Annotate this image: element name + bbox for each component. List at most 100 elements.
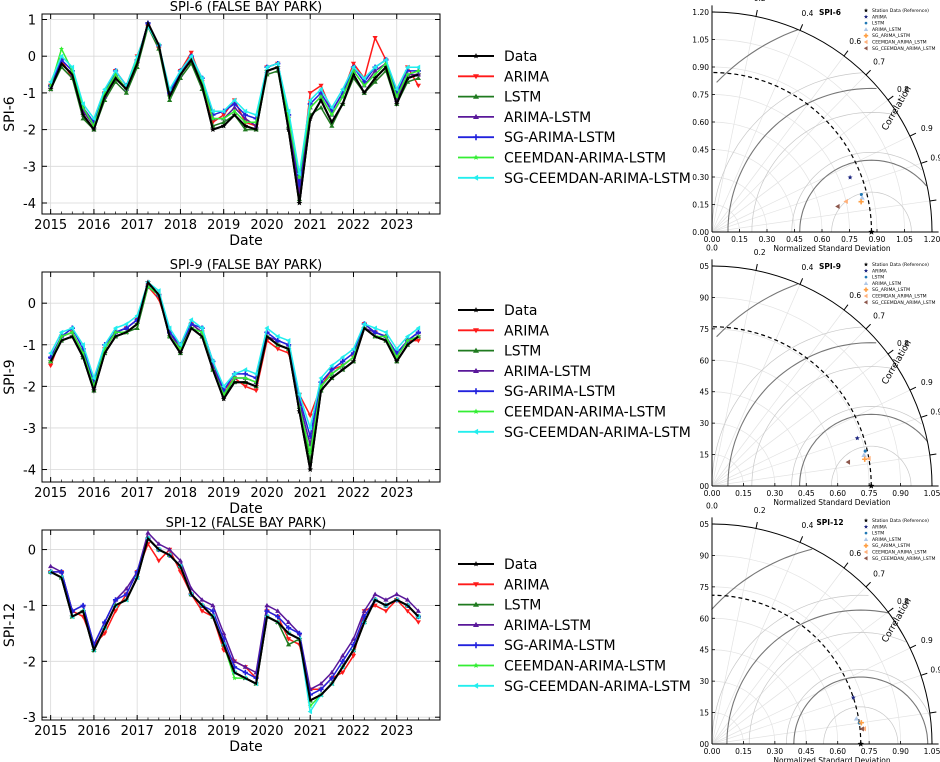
x-tick-label: 0.45 <box>798 747 815 756</box>
chart-title: SPI-12 (FALSE BAY PARK) <box>166 516 327 531</box>
data-point <box>91 123 97 128</box>
corr-tick-label: 0.6 <box>849 37 861 46</box>
corr-tick <box>929 199 937 202</box>
data-point <box>113 72 118 77</box>
legend-label: LSTM <box>504 90 541 106</box>
corr-tick-label: 0.4 <box>802 9 814 18</box>
data-point <box>307 91 313 96</box>
corr-tick-label: 0.2 <box>754 0 766 3</box>
y-tick-label: 05 <box>699 520 709 529</box>
data-point <box>253 388 259 394</box>
taylor-point <box>863 449 867 453</box>
legend-label: LSTM <box>504 598 541 614</box>
corr-tick-label: 0.2 <box>754 506 766 515</box>
data-point <box>58 329 64 335</box>
legend-label: ARIMA <box>504 69 550 85</box>
corr-grid-ray <box>711 586 867 745</box>
corr-tick-label: 0.4 <box>802 521 814 530</box>
data-point <box>80 350 86 356</box>
data-point <box>91 383 97 389</box>
corr-grid-ray <box>711 454 930 487</box>
data-point <box>415 325 421 331</box>
corr-tick <box>887 607 894 613</box>
data-point <box>340 94 346 99</box>
rmsd-arc <box>711 548 813 610</box>
legend-label: SG-CEEMDAN-ARIMA-LSTM <box>504 171 691 187</box>
data-point <box>286 116 292 121</box>
y-tick-label: -1 <box>23 339 36 354</box>
data-point <box>231 97 237 103</box>
y-tick-label: 30 <box>699 677 709 686</box>
legend-label: SG-ARIMA-LSTM <box>504 384 616 400</box>
std-grid-arc <box>711 121 823 233</box>
corr-tick <box>865 581 871 588</box>
legend-swatch-marker <box>473 328 479 334</box>
y-tick-label: 1.05 <box>692 36 709 45</box>
x-tick-label: 2016 <box>77 486 110 501</box>
data-point <box>264 608 270 614</box>
legend-label: CEEMDAN-ARIMA-LSTM <box>504 151 666 167</box>
y-tick-label: 90 <box>699 551 709 560</box>
rmsd-contour <box>711 594 869 745</box>
x-tick-label: 1.05 <box>896 235 913 244</box>
data-point <box>264 325 269 331</box>
data-point <box>242 112 248 118</box>
data-point <box>383 57 388 63</box>
spi-timeseries-panel: 2015 2016 2017 2018 2019 2020 2021 2022 2023 0 -1 -… <box>2 516 441 755</box>
x-tick-label: 0.60 <box>829 747 846 756</box>
taylor-legend-marker <box>863 556 868 561</box>
corr-tick-label: 0.9 <box>921 636 933 645</box>
corr-grid-ray <box>711 55 845 233</box>
taylor-legend-marker <box>863 537 869 541</box>
data-point <box>156 288 161 294</box>
x-tick-label: 2020 <box>250 486 283 501</box>
data-point <box>394 591 400 597</box>
legend-label: CEEMDAN-ARIMA-LSTM <box>504 405 666 421</box>
rmsd-arc <box>799 413 929 486</box>
data-point <box>415 68 421 73</box>
corr-tick-label: 0.8 <box>897 597 909 606</box>
data-point <box>350 346 356 352</box>
legend-swatch-marker <box>473 53 479 59</box>
taylor-legend-marker <box>863 14 869 19</box>
taylor-legend-marker <box>863 549 868 555</box>
data-point <box>361 321 367 327</box>
x-tick-label: 2018 <box>164 486 197 501</box>
data-point <box>156 558 162 564</box>
corr-grid-ray <box>711 611 889 745</box>
std-grid-arc <box>711 39 905 233</box>
data-point <box>231 371 237 377</box>
taylor-legend-label: ARIMA_LSTM <box>872 27 901 33</box>
legend-label: SG-ARIMA-LSTM <box>504 130 616 146</box>
taylor-legend-marker <box>863 281 869 285</box>
data-point <box>372 64 377 70</box>
series-line <box>50 285 419 438</box>
data-point <box>415 338 421 344</box>
data-point <box>404 64 410 70</box>
data-point <box>242 126 248 132</box>
taylor-legend-label: LSTM <box>872 275 884 281</box>
data-point <box>285 108 291 114</box>
series-sg-ceemdan-arima-lstm <box>48 279 421 431</box>
taylor-legend-marker <box>863 8 869 13</box>
taylor-legend-marker <box>864 275 868 279</box>
corr-grid-ray <box>711 270 757 487</box>
x-tick-label: 2017 <box>121 486 154 501</box>
plot-frame <box>41 271 441 483</box>
legend-swatch-marker <box>473 367 479 373</box>
rmsd-contour <box>751 366 897 487</box>
y-tick-label: 60 <box>699 356 709 365</box>
data-point <box>361 83 367 88</box>
x-tick-label: 2023 <box>380 486 413 501</box>
corr-tick-label: 0.6 <box>849 291 861 300</box>
legend-label: CEEMDAN-ARIMA-LSTM <box>504 659 666 675</box>
corr-grid-ray <box>711 353 889 487</box>
data-point <box>264 64 269 70</box>
x-tick-label: 0.90 <box>892 747 909 756</box>
data-point <box>415 64 421 70</box>
x-tick-label: 2015 <box>34 486 67 501</box>
data-point <box>372 79 378 84</box>
corr-grid-ray <box>711 674 922 745</box>
data-point <box>383 609 389 614</box>
corr-tick <box>909 132 917 137</box>
